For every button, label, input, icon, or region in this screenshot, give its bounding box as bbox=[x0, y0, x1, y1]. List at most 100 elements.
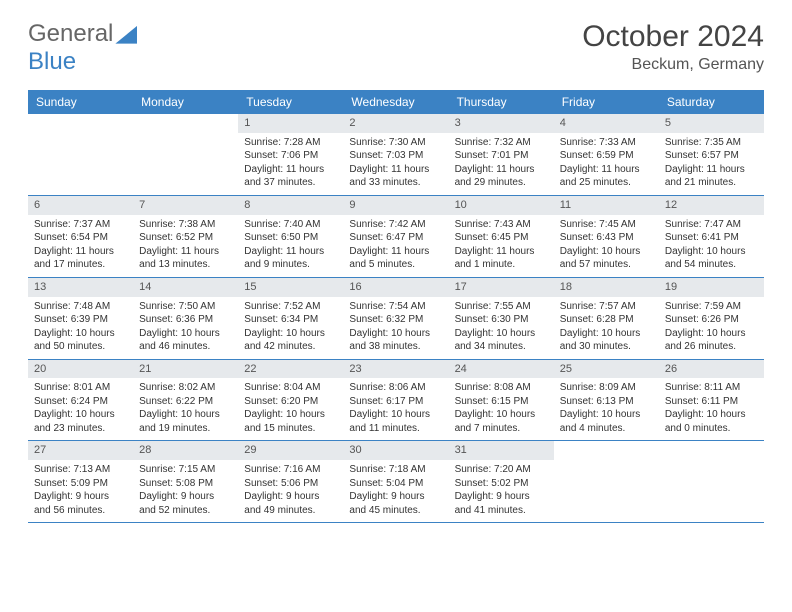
day-content: Sunrise: 7:59 AMSunset: 6:26 PMDaylight:… bbox=[659, 297, 764, 359]
day-content: Sunrise: 8:06 AMSunset: 6:17 PMDaylight:… bbox=[343, 378, 448, 440]
daylight-text: Daylight: 11 hours and 37 minutes. bbox=[244, 163, 337, 190]
day-cell: 3Sunrise: 7:32 AMSunset: 7:01 PMDaylight… bbox=[449, 114, 554, 195]
daylight-text: Daylight: 10 hours and 54 minutes. bbox=[665, 245, 758, 272]
sunset-text: Sunset: 5:09 PM bbox=[34, 477, 127, 491]
sunrise-text: Sunrise: 7:50 AM bbox=[139, 300, 232, 314]
day-number: 13 bbox=[28, 278, 133, 297]
daylight-text: Daylight: 11 hours and 21 minutes. bbox=[665, 163, 758, 190]
daylight-text: Daylight: 10 hours and 19 minutes. bbox=[139, 408, 232, 435]
title-block: October 2024 Beckum, Germany bbox=[582, 20, 764, 74]
sunrise-text: Sunrise: 7:57 AM bbox=[560, 300, 653, 314]
day-number: 25 bbox=[554, 360, 659, 379]
sunrise-text: Sunrise: 7:54 AM bbox=[349, 300, 442, 314]
weekday-thursday: Thursday bbox=[449, 90, 554, 114]
sunset-text: Sunset: 6:41 PM bbox=[665, 231, 758, 245]
day-content: Sunrise: 7:57 AMSunset: 6:28 PMDaylight:… bbox=[554, 297, 659, 359]
day-number: 4 bbox=[554, 114, 659, 133]
day-number: 31 bbox=[449, 441, 554, 460]
day-cell: 23Sunrise: 8:06 AMSunset: 6:17 PMDayligh… bbox=[343, 360, 448, 441]
day-number: 9 bbox=[343, 196, 448, 215]
daylight-text: Daylight: 9 hours and 49 minutes. bbox=[244, 490, 337, 517]
calendar-row: 20Sunrise: 8:01 AMSunset: 6:24 PMDayligh… bbox=[28, 360, 764, 442]
day-content: Sunrise: 7:15 AMSunset: 5:08 PMDaylight:… bbox=[133, 460, 238, 522]
calendar-row: 1Sunrise: 7:28 AMSunset: 7:06 PMDaylight… bbox=[28, 114, 764, 196]
sunset-text: Sunset: 5:02 PM bbox=[455, 477, 548, 491]
sunrise-text: Sunrise: 7:30 AM bbox=[349, 136, 442, 150]
sunrise-text: Sunrise: 7:43 AM bbox=[455, 218, 548, 232]
sunrise-text: Sunrise: 8:09 AM bbox=[560, 381, 653, 395]
day-number: 7 bbox=[133, 196, 238, 215]
sunrise-text: Sunrise: 7:15 AM bbox=[139, 463, 232, 477]
daylight-text: Daylight: 11 hours and 17 minutes. bbox=[34, 245, 127, 272]
day-number: 5 bbox=[659, 114, 764, 133]
day-content: Sunrise: 7:33 AMSunset: 6:59 PMDaylight:… bbox=[554, 133, 659, 195]
sunset-text: Sunset: 6:24 PM bbox=[34, 395, 127, 409]
day-cell: 19Sunrise: 7:59 AMSunset: 6:26 PMDayligh… bbox=[659, 278, 764, 359]
calendar-row: 6Sunrise: 7:37 AMSunset: 6:54 PMDaylight… bbox=[28, 196, 764, 278]
day-number: 18 bbox=[554, 278, 659, 297]
calendar-body: 1Sunrise: 7:28 AMSunset: 7:06 PMDaylight… bbox=[28, 114, 764, 523]
day-number: 24 bbox=[449, 360, 554, 379]
empty-cell bbox=[659, 441, 764, 522]
day-cell: 25Sunrise: 8:09 AMSunset: 6:13 PMDayligh… bbox=[554, 360, 659, 441]
day-number: 19 bbox=[659, 278, 764, 297]
logo: GeneralBlue bbox=[28, 20, 137, 76]
sunrise-text: Sunrise: 7:47 AM bbox=[665, 218, 758, 232]
daylight-text: Daylight: 11 hours and 25 minutes. bbox=[560, 163, 653, 190]
day-content: Sunrise: 7:28 AMSunset: 7:06 PMDaylight:… bbox=[238, 133, 343, 195]
day-cell: 4Sunrise: 7:33 AMSunset: 6:59 PMDaylight… bbox=[554, 114, 659, 195]
daylight-text: Daylight: 10 hours and 50 minutes. bbox=[34, 327, 127, 354]
day-content: Sunrise: 8:02 AMSunset: 6:22 PMDaylight:… bbox=[133, 378, 238, 440]
sunrise-text: Sunrise: 7:38 AM bbox=[139, 218, 232, 232]
daylight-text: Daylight: 10 hours and 26 minutes. bbox=[665, 327, 758, 354]
sunrise-text: Sunrise: 7:45 AM bbox=[560, 218, 653, 232]
sunset-text: Sunset: 5:06 PM bbox=[244, 477, 337, 491]
sunset-text: Sunset: 6:34 PM bbox=[244, 313, 337, 327]
sunrise-text: Sunrise: 8:11 AM bbox=[665, 381, 758, 395]
day-content: Sunrise: 7:55 AMSunset: 6:30 PMDaylight:… bbox=[449, 297, 554, 359]
sunrise-text: Sunrise: 7:40 AM bbox=[244, 218, 337, 232]
day-number: 10 bbox=[449, 196, 554, 215]
day-cell: 11Sunrise: 7:45 AMSunset: 6:43 PMDayligh… bbox=[554, 196, 659, 277]
weekday-tuesday: Tuesday bbox=[238, 90, 343, 114]
sunset-text: Sunset: 6:59 PM bbox=[560, 149, 653, 163]
sunrise-text: Sunrise: 7:42 AM bbox=[349, 218, 442, 232]
sunset-text: Sunset: 6:15 PM bbox=[455, 395, 548, 409]
day-cell: 1Sunrise: 7:28 AMSunset: 7:06 PMDaylight… bbox=[238, 114, 343, 195]
calendar: Sunday Monday Tuesday Wednesday Thursday… bbox=[28, 90, 764, 523]
daylight-text: Daylight: 9 hours and 56 minutes. bbox=[34, 490, 127, 517]
sunrise-text: Sunrise: 7:18 AM bbox=[349, 463, 442, 477]
sunset-text: Sunset: 6:11 PM bbox=[665, 395, 758, 409]
sunset-text: Sunset: 6:32 PM bbox=[349, 313, 442, 327]
day-number: 30 bbox=[343, 441, 448, 460]
weekday-monday: Monday bbox=[133, 90, 238, 114]
daylight-text: Daylight: 11 hours and 1 minute. bbox=[455, 245, 548, 272]
day-content: Sunrise: 7:40 AMSunset: 6:50 PMDaylight:… bbox=[238, 215, 343, 277]
weekday-wednesday: Wednesday bbox=[343, 90, 448, 114]
day-cell: 2Sunrise: 7:30 AMSunset: 7:03 PMDaylight… bbox=[343, 114, 448, 195]
daylight-text: Daylight: 10 hours and 34 minutes. bbox=[455, 327, 548, 354]
logo-text-general: General bbox=[28, 20, 113, 47]
day-cell: 8Sunrise: 7:40 AMSunset: 6:50 PMDaylight… bbox=[238, 196, 343, 277]
sunrise-text: Sunrise: 8:01 AM bbox=[34, 381, 127, 395]
daylight-text: Daylight: 11 hours and 33 minutes. bbox=[349, 163, 442, 190]
sunset-text: Sunset: 6:17 PM bbox=[349, 395, 442, 409]
location: Beckum, Germany bbox=[582, 56, 764, 74]
day-number: 17 bbox=[449, 278, 554, 297]
day-number: 6 bbox=[28, 196, 133, 215]
sunset-text: Sunset: 6:43 PM bbox=[560, 231, 653, 245]
sunrise-text: Sunrise: 7:48 AM bbox=[34, 300, 127, 314]
daylight-text: Daylight: 10 hours and 57 minutes. bbox=[560, 245, 653, 272]
month-title: October 2024 bbox=[582, 20, 764, 54]
logo-text-blue: Blue bbox=[28, 48, 76, 75]
day-content: Sunrise: 7:35 AMSunset: 6:57 PMDaylight:… bbox=[659, 133, 764, 195]
daylight-text: Daylight: 11 hours and 9 minutes. bbox=[244, 245, 337, 272]
sunset-text: Sunset: 5:04 PM bbox=[349, 477, 442, 491]
sunset-text: Sunset: 5:08 PM bbox=[139, 477, 232, 491]
sunrise-text: Sunrise: 7:16 AM bbox=[244, 463, 337, 477]
sunset-text: Sunset: 6:45 PM bbox=[455, 231, 548, 245]
sunrise-text: Sunrise: 8:02 AM bbox=[139, 381, 232, 395]
daylight-text: Daylight: 10 hours and 30 minutes. bbox=[560, 327, 653, 354]
calendar-row: 13Sunrise: 7:48 AMSunset: 6:39 PMDayligh… bbox=[28, 278, 764, 360]
daylight-text: Daylight: 9 hours and 41 minutes. bbox=[455, 490, 548, 517]
